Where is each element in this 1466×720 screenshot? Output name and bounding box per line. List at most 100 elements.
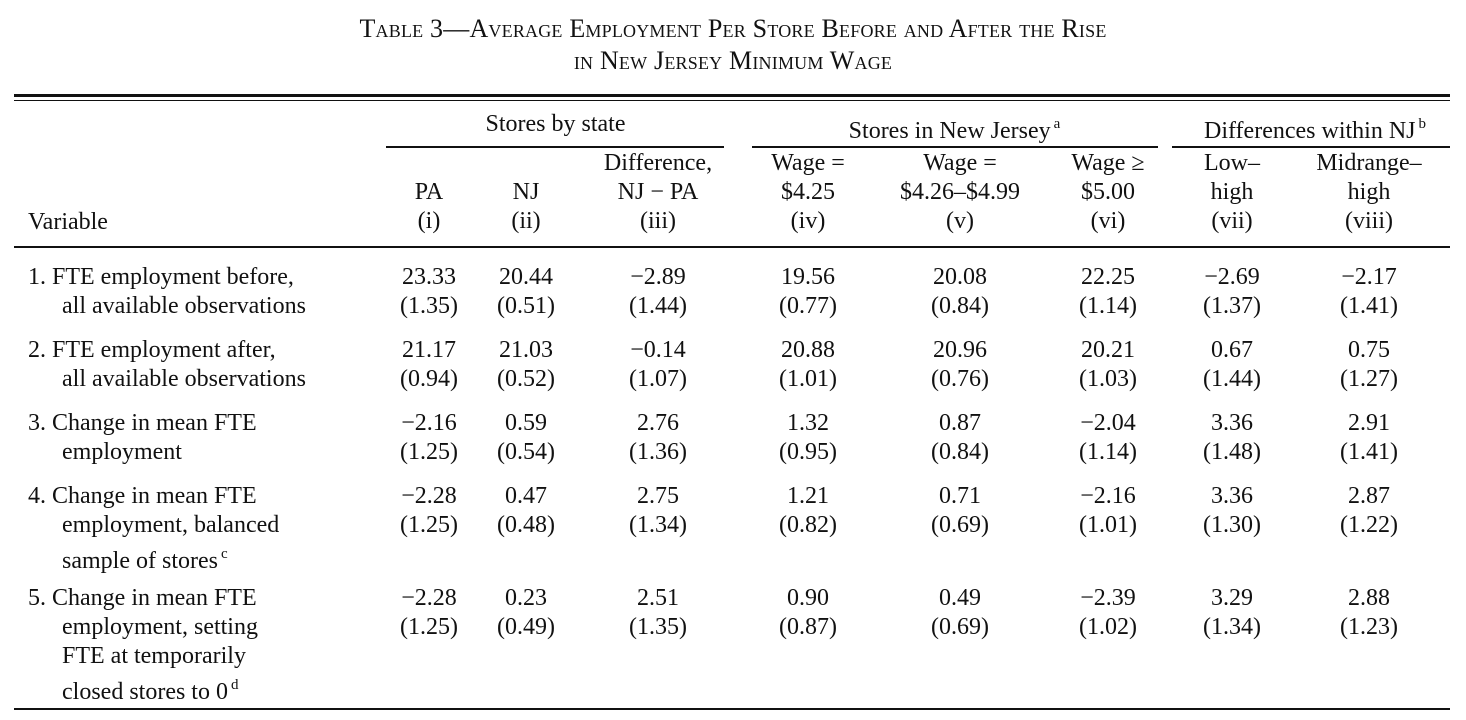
group-header-stores-in-nj: Stores in New Jersey a (752, 110, 1157, 146)
cell-standard-error: (1.48) (1203, 439, 1261, 465)
cell-standard-error: (1.35) (629, 614, 687, 640)
header-rule (14, 246, 1450, 248)
cell-standard-error: (0.51) (497, 293, 555, 319)
cell-estimate: −2.28 (401, 483, 457, 509)
cell-estimate: 23.33 (402, 264, 456, 290)
column-header-4-line-3: (iv) (790, 208, 826, 234)
cell-estimate: 3.29 (1211, 585, 1253, 611)
row-label-line: 1. FTE employment before, (28, 263, 294, 292)
cell-estimate: 1.32 (787, 410, 829, 436)
row-label-line: all available observations (28, 365, 306, 394)
top-rule-thick (14, 94, 1450, 97)
row-label-text: 4. Change in mean FTE (28, 483, 257, 509)
row-label-text: 2. FTE employment after, (28, 337, 276, 363)
cell-standard-error: (0.76) (931, 366, 989, 392)
cell-estimate: 1.21 (787, 483, 829, 509)
cell-standard-error: (0.95) (779, 439, 837, 465)
variable-header: Variable (28, 209, 108, 235)
column-header-6-line-3: (vi) (1090, 208, 1126, 234)
row-label-line: 2. FTE employment after, (28, 336, 276, 365)
row-label-text: all available observations (62, 366, 306, 392)
cell-estimate: 0.75 (1348, 337, 1390, 363)
cell-estimate: −2.39 (1080, 585, 1136, 611)
cell-standard-error: (1.34) (1203, 614, 1261, 640)
bottom-rule (14, 708, 1450, 710)
cell-standard-error: (0.69) (931, 512, 989, 538)
cell-standard-error: (1.01) (779, 366, 837, 392)
row-label-text: FTE at temporarily (62, 643, 246, 669)
footnote-mark: b (1418, 116, 1427, 132)
cell-estimate: −2.89 (630, 264, 686, 290)
group-rule-diff-within-nj (1172, 146, 1450, 148)
cell-standard-error: (0.52) (497, 366, 555, 392)
cell-estimate: −2.17 (1341, 264, 1397, 290)
cell-standard-error: (1.23) (1340, 614, 1398, 640)
cell-estimate: 0.67 (1211, 337, 1253, 363)
column-header-5-line-2: $4.26–$4.99 (900, 179, 1020, 205)
row-label-text: 5. Change in mean FTE (28, 585, 257, 611)
cell-standard-error: (1.37) (1203, 293, 1261, 319)
cell-estimate: 20.96 (933, 337, 987, 363)
column-header-6-line-2: $5.00 (1081, 179, 1135, 205)
cell-standard-error: (1.30) (1203, 512, 1261, 538)
cell-estimate: 0.59 (505, 410, 547, 436)
column-header-8-line-2: high (1347, 179, 1391, 205)
cell-standard-error: (0.48) (497, 512, 555, 538)
cell-estimate: 22.25 (1081, 264, 1135, 290)
column-header-1-line-1: PA (414, 179, 444, 205)
cell-standard-error: (1.41) (1340, 293, 1398, 319)
cell-standard-error: (1.41) (1340, 439, 1398, 465)
cell-standard-error: (1.35) (400, 293, 458, 319)
row-label-line: 3. Change in mean FTE (28, 409, 257, 438)
column-header-7-line-2: high (1210, 179, 1254, 205)
cell-estimate: 0.23 (505, 585, 547, 611)
column-header-7-line-3: (vii) (1211, 208, 1253, 234)
cell-estimate: 3.36 (1211, 410, 1253, 436)
group-label: Stores by state (485, 111, 626, 137)
row-label-text: 3. Change in mean FTE (28, 410, 257, 436)
column-header-2-line-2: (ii) (511, 208, 541, 234)
cell-standard-error: (0.69) (931, 614, 989, 640)
row-label-line: sample of stores c (28, 540, 228, 576)
cell-estimate: 21.17 (402, 337, 456, 363)
cell-estimate: 0.90 (787, 585, 829, 611)
group-label: Differences within NJ (1204, 118, 1416, 144)
cell-estimate: 2.88 (1348, 585, 1390, 611)
cell-standard-error: (1.14) (1079, 293, 1137, 319)
cell-estimate: −2.16 (401, 410, 457, 436)
cell-standard-error: (1.07) (629, 366, 687, 392)
cell-estimate: 0.49 (939, 585, 981, 611)
cell-estimate: −2.04 (1080, 410, 1136, 436)
row-label-text: all available observations (62, 293, 306, 319)
cell-standard-error: (0.84) (931, 439, 989, 465)
cell-estimate: −2.28 (401, 585, 457, 611)
cell-standard-error: (0.54) (497, 439, 555, 465)
cell-estimate: −2.69 (1204, 264, 1260, 290)
cell-estimate: 20.44 (499, 264, 553, 290)
cell-estimate: 20.21 (1081, 337, 1135, 363)
cell-standard-error: (1.25) (400, 512, 458, 538)
cell-estimate: 19.56 (781, 264, 835, 290)
caption-line-1: Table 3—Average Employment Per Store Bef… (359, 14, 1107, 43)
row-label-text: employment, setting (62, 614, 258, 640)
cell-estimate: 20.88 (781, 337, 835, 363)
cell-standard-error: (1.36) (629, 439, 687, 465)
footnote-mark: c (220, 546, 228, 562)
cell-standard-error: (1.27) (1340, 366, 1398, 392)
cell-standard-error: (1.01) (1079, 512, 1137, 538)
cell-standard-error: (0.82) (779, 512, 837, 538)
cell-standard-error: (0.94) (400, 366, 458, 392)
column-header-1-line-2: (i) (417, 208, 441, 234)
row-label-text: closed stores to 0 (62, 679, 228, 705)
column-header-5-line-1: Wage = (923, 150, 997, 176)
cell-standard-error: (1.25) (400, 614, 458, 640)
caption-line-2: in New Jersey Minimum Wage (573, 46, 893, 75)
footnote-mark: a (1053, 116, 1061, 132)
cell-standard-error: (1.22) (1340, 512, 1398, 538)
column-header-7-line-1: Low– (1204, 150, 1260, 176)
row-label-line: 4. Change in mean FTE (28, 482, 257, 511)
column-header-4-line-1: Wage = (771, 150, 845, 176)
cell-estimate: 2.91 (1348, 410, 1390, 436)
row-label-line: employment, setting (28, 613, 258, 642)
cell-estimate: 2.51 (637, 585, 679, 611)
